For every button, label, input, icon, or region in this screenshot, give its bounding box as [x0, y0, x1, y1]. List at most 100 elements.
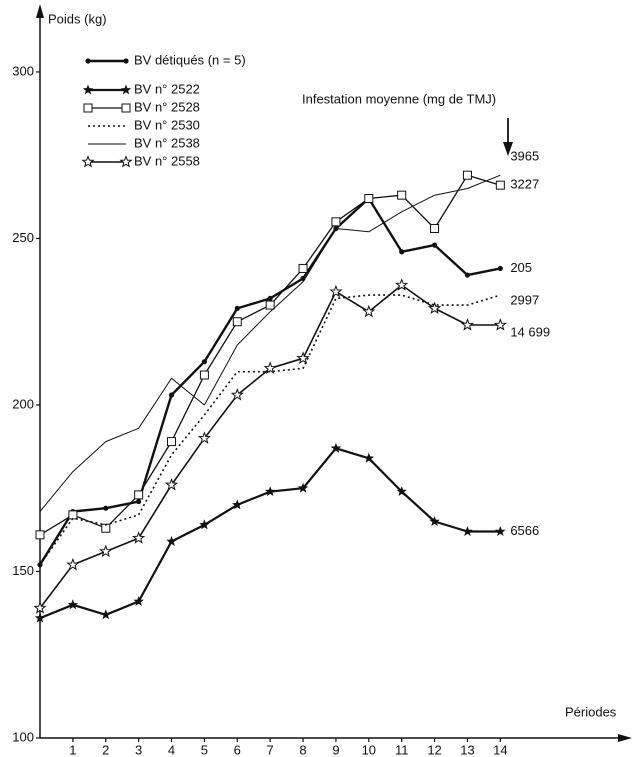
point	[297, 482, 309, 493]
legend-marker	[85, 58, 91, 64]
point	[493, 318, 507, 331]
point	[67, 599, 79, 610]
series-line	[38, 197, 501, 566]
series-line	[39, 447, 501, 620]
point	[232, 317, 242, 327]
point	[431, 242, 438, 248]
point	[495, 526, 506, 536]
x-tick-label: 8	[299, 742, 306, 757]
point	[464, 272, 471, 278]
x-tick-label: 3	[135, 742, 142, 757]
point	[199, 370, 209, 380]
y-tick-label: 250	[12, 230, 34, 245]
x-tick-label: 5	[201, 742, 208, 757]
point	[99, 544, 113, 558]
end-label: 205	[510, 260, 532, 275]
point	[397, 190, 407, 200]
point	[197, 431, 211, 444]
y-tick-label: 150	[12, 563, 34, 578]
point	[132, 531, 146, 544]
point	[267, 295, 273, 302]
x-tick-label: 11	[395, 742, 409, 757]
point	[134, 490, 144, 500]
legend-marker	[120, 84, 132, 95]
point	[363, 452, 374, 463]
x-tick-label: 14	[493, 742, 507, 757]
series-line	[39, 174, 501, 512]
x-tick-label: 12	[427, 742, 441, 757]
point	[430, 223, 440, 233]
point	[330, 442, 342, 453]
point	[362, 304, 376, 318]
legend-label: BV n° 2558	[134, 153, 200, 168]
point	[497, 265, 503, 272]
point	[201, 359, 208, 365]
point	[399, 249, 405, 255]
point	[396, 486, 407, 496]
point	[133, 596, 144, 606]
point	[264, 486, 276, 496]
legend-marker	[81, 155, 95, 168]
point	[100, 609, 111, 620]
legend-marker	[121, 103, 131, 113]
legend-marker	[82, 84, 94, 95]
series-line	[39, 284, 501, 609]
legend-label: BV n° 2538	[134, 135, 200, 150]
point	[234, 305, 240, 311]
point	[33, 601, 47, 614]
legend-label: BV n° 2530	[134, 117, 200, 132]
point	[329, 284, 343, 298]
point	[35, 530, 45, 540]
point	[136, 498, 142, 505]
end-label: 2997	[510, 293, 539, 308]
point	[37, 562, 43, 568]
point	[395, 278, 409, 291]
legend-marker	[83, 103, 93, 113]
point	[265, 300, 275, 310]
point	[296, 351, 310, 364]
point	[199, 519, 210, 530]
point	[364, 193, 374, 203]
legend-marker	[123, 58, 129, 64]
point	[298, 263, 308, 273]
end-label: 6566	[510, 523, 539, 538]
point	[495, 180, 505, 190]
x-tick-label: 4	[168, 742, 175, 757]
series-line	[39, 294, 501, 566]
point	[66, 557, 80, 571]
legend-label: BV n° 2522	[134, 81, 200, 96]
point	[427, 301, 442, 314]
annotation: Infestation moyenne (mg de TMJ)	[302, 91, 496, 106]
legend-label: BV n° 2528	[134, 99, 200, 114]
annotation-arrow-head	[503, 142, 513, 156]
point	[167, 437, 177, 447]
point	[460, 318, 475, 331]
point	[230, 388, 244, 401]
x-tick-label: 7	[267, 742, 274, 757]
y-tick-label: 300	[12, 63, 34, 78]
x-tick-label: 10	[362, 742, 376, 757]
x-tick-label: 1	[69, 742, 76, 757]
point	[232, 499, 243, 510]
end-label: 3227	[510, 177, 539, 192]
point	[331, 217, 341, 227]
point	[103, 505, 109, 511]
point	[68, 510, 78, 520]
legend-marker	[119, 155, 133, 168]
point	[263, 361, 277, 374]
point	[429, 516, 440, 526]
y-tick-label: 100	[12, 729, 34, 744]
y-axis-label: Poids (kg)	[48, 11, 107, 26]
point	[164, 477, 179, 491]
point	[462, 526, 473, 536]
x-axis-label: Périodes	[565, 704, 617, 719]
point	[462, 170, 472, 180]
x-tick-label: 13	[460, 742, 474, 757]
end-label: 14 699	[510, 324, 550, 339]
x-tick-label: 9	[332, 742, 339, 757]
point	[34, 612, 46, 623]
x-tick-label: 6	[234, 742, 241, 757]
point	[168, 392, 175, 398]
